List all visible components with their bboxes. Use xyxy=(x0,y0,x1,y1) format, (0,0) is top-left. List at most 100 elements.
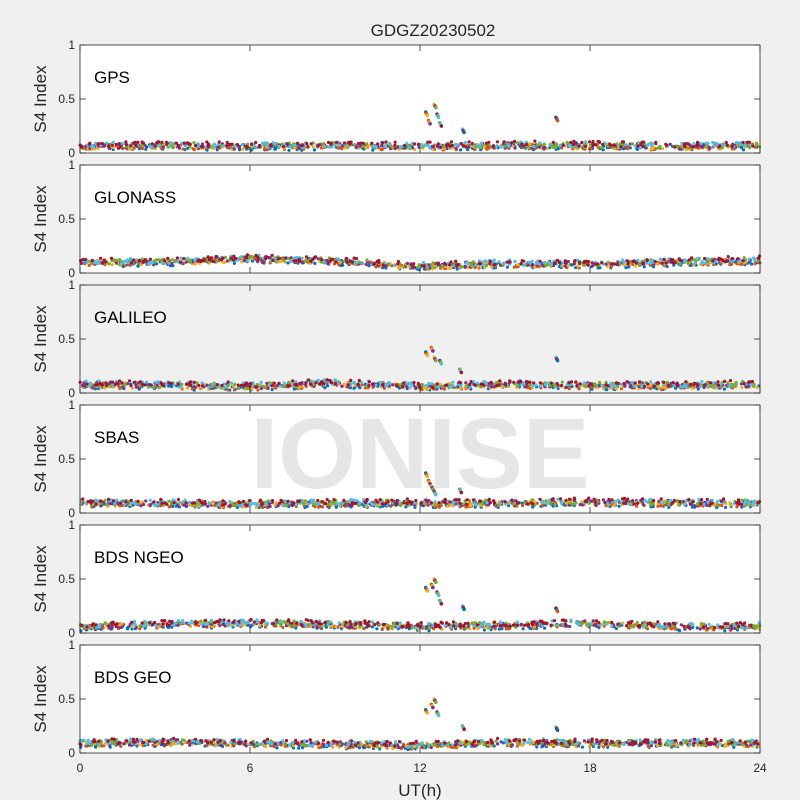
data-point xyxy=(500,385,504,389)
axes-background xyxy=(80,285,760,393)
data-point xyxy=(747,257,751,261)
data-point xyxy=(538,384,542,388)
data-point xyxy=(420,264,424,268)
data-point xyxy=(496,383,500,387)
data-point xyxy=(128,257,132,261)
data-point xyxy=(454,146,458,150)
data-point xyxy=(93,383,97,387)
data-point xyxy=(81,497,85,501)
data-point xyxy=(494,144,498,148)
data-point xyxy=(704,261,708,265)
data-point xyxy=(678,500,682,504)
data-point xyxy=(186,256,190,261)
data-point xyxy=(429,264,433,268)
data-point xyxy=(408,386,412,390)
data-point xyxy=(129,384,133,388)
data-point xyxy=(649,382,653,386)
data-point xyxy=(650,142,655,146)
data-point xyxy=(148,261,152,265)
data-point xyxy=(612,143,616,147)
data-point xyxy=(743,499,748,503)
data-point xyxy=(543,626,547,630)
data-point xyxy=(668,142,672,146)
data-point xyxy=(583,260,587,264)
data-point xyxy=(284,256,288,260)
data-point xyxy=(184,260,188,264)
data-point xyxy=(484,141,488,145)
data-point xyxy=(419,144,423,148)
y-tick-label: 1 xyxy=(68,38,75,52)
data-point xyxy=(695,626,699,630)
data-point xyxy=(189,380,193,384)
data-point xyxy=(182,141,186,145)
data-point xyxy=(442,145,446,149)
data-point xyxy=(136,499,140,503)
data-point xyxy=(270,384,274,388)
data-point xyxy=(195,381,199,385)
y-tick-label: 1 xyxy=(68,398,75,412)
data-point xyxy=(695,144,699,148)
data-point xyxy=(356,141,360,146)
data-point xyxy=(217,500,221,504)
data-point xyxy=(469,262,473,266)
data-point xyxy=(443,261,447,265)
data-point xyxy=(430,385,435,389)
data-point xyxy=(308,382,313,386)
data-point xyxy=(396,262,400,266)
data-point xyxy=(421,261,425,265)
data-point xyxy=(266,386,270,390)
data-point xyxy=(734,140,739,144)
data-point xyxy=(525,380,529,384)
data-point xyxy=(326,140,331,145)
data-point xyxy=(495,140,500,144)
data-point xyxy=(707,145,711,149)
data-point xyxy=(721,258,725,262)
data-point xyxy=(670,501,674,505)
data-point xyxy=(162,258,167,263)
data-point xyxy=(648,497,652,502)
data-point xyxy=(273,147,278,151)
data-point xyxy=(234,256,238,260)
data-point xyxy=(665,380,669,384)
spike-point xyxy=(439,362,444,366)
data-point xyxy=(676,383,680,387)
data-point xyxy=(618,260,622,264)
data-point xyxy=(206,504,210,508)
data-point xyxy=(186,146,190,150)
data-point xyxy=(250,259,254,263)
data-point xyxy=(725,143,729,147)
data-point xyxy=(185,386,190,390)
data-point xyxy=(232,254,236,258)
data-point xyxy=(689,382,693,386)
data-point xyxy=(336,381,340,385)
data-point xyxy=(371,625,375,629)
data-point xyxy=(601,148,605,152)
data-point xyxy=(603,500,607,505)
data-point xyxy=(388,143,392,147)
data-point xyxy=(436,262,440,266)
data-point xyxy=(100,623,105,627)
data-point xyxy=(580,140,584,145)
data-point xyxy=(756,259,760,263)
data-point xyxy=(596,266,600,270)
data-point xyxy=(720,503,724,508)
data-point xyxy=(121,385,125,389)
data-point xyxy=(272,381,276,385)
data-point xyxy=(177,501,181,505)
data-point xyxy=(229,381,233,385)
data-point xyxy=(740,498,744,502)
data-point xyxy=(498,379,502,383)
data-point xyxy=(723,629,727,633)
data-point xyxy=(333,382,337,386)
data-point xyxy=(535,143,540,147)
data-point xyxy=(155,258,159,262)
data-point xyxy=(484,259,488,263)
data-point xyxy=(181,147,185,151)
data-point xyxy=(333,378,337,382)
data-point xyxy=(391,146,395,150)
data-point xyxy=(484,382,488,386)
data-point xyxy=(471,260,476,264)
data-point xyxy=(655,262,660,266)
data-point xyxy=(225,140,229,145)
